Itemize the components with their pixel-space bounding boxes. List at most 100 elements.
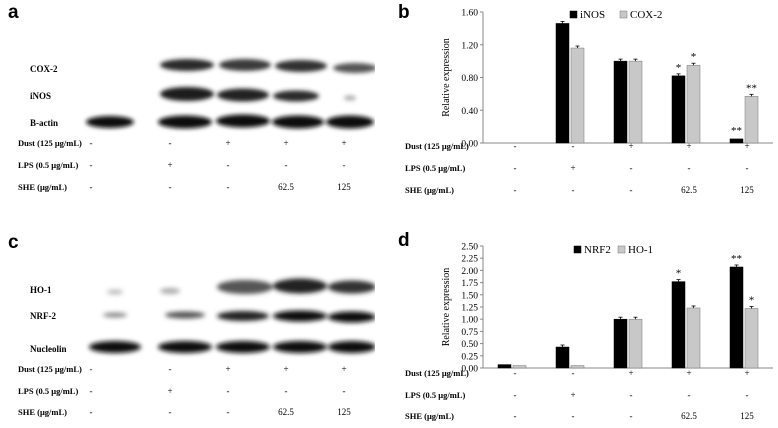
condition-value-dust-b: + xyxy=(686,141,692,151)
band-ho1-4 xyxy=(273,278,327,294)
condition-value-lps-d: + xyxy=(570,390,576,400)
band-ho1-5 xyxy=(328,280,375,294)
condition-label-lps-d: LPS (0.5 μg/mL) xyxy=(405,390,466,400)
condition-label-lps-c: LPS (0.5 μg/mL) xyxy=(18,386,79,396)
bar-chart-b: 0.00 0.40 0.80 1.20 1.60 Relative expression *… xyxy=(441,9,773,150)
condition-value-she-b: 125 xyxy=(740,185,754,195)
condition-value-lps-a: - xyxy=(342,160,346,170)
y-axis-label: Relative expression xyxy=(441,38,452,117)
condition-label-lps-a: LPS (0.5 μg/mL) xyxy=(18,160,79,170)
band-cox2-3 xyxy=(219,59,271,71)
condition-value-dust-b: + xyxy=(744,141,750,151)
condition-label-she-a: SHE (μg/mL) xyxy=(18,182,67,192)
condition-value-she-d: 62.5 xyxy=(681,411,697,421)
condition-value-she-b: - xyxy=(571,185,575,195)
band-nucleolin-3 xyxy=(216,341,270,353)
legend-swatch xyxy=(619,10,628,19)
bar-nrf2 xyxy=(671,281,686,369)
significance-mark: * xyxy=(749,294,755,306)
bar-nrf2 xyxy=(497,364,512,369)
y-tick-label: 1.75 xyxy=(461,279,478,289)
condition-value-lps-c: + xyxy=(167,386,173,396)
condition-value-dust-c: + xyxy=(341,364,347,374)
bar-inos xyxy=(613,60,628,144)
y-tick-label: 0.00 xyxy=(461,140,478,150)
blot-label-cox2: COX-2 xyxy=(30,64,58,74)
bar-nrf2 xyxy=(613,318,628,369)
condition-label-dust-c: Dust (125 μg/mL) xyxy=(18,364,82,374)
band-nrf2-1 xyxy=(103,312,127,318)
condition-value-dust-c: + xyxy=(225,364,231,374)
condition-value-she-a: - xyxy=(226,182,230,192)
condition-label-dust-d: Dust (125 μg/mL) xyxy=(405,368,469,378)
condition-value-dust-d: + xyxy=(686,368,692,378)
panel-letter-a: a xyxy=(8,2,19,23)
bar-cox2 xyxy=(570,47,585,144)
condition-value-she-a: - xyxy=(168,182,172,192)
bar-inos xyxy=(729,138,744,144)
condition-value-lps-c: - xyxy=(226,386,230,396)
band-bactin-2 xyxy=(158,115,212,129)
band-nrf2-5 xyxy=(328,311,375,323)
band-nucleolin-5 xyxy=(328,341,375,353)
condition-value-she-d: - xyxy=(629,411,633,421)
bar-ho1 xyxy=(512,365,527,369)
condition-value-she-b: - xyxy=(629,185,633,195)
condition-value-she-c: 125 xyxy=(337,407,351,417)
bar-inos xyxy=(671,75,686,144)
condition-value-lps-a: - xyxy=(284,160,288,170)
y-tick-label: 2.50 xyxy=(461,243,478,253)
condition-value-lps-b: + xyxy=(570,163,576,173)
band-inos-4 xyxy=(273,90,319,102)
condition-value-she-c: - xyxy=(89,407,93,417)
condition-value-she-a: - xyxy=(89,182,93,192)
band-inos-5 xyxy=(344,95,356,101)
condition-value-dust-b: - xyxy=(571,141,575,151)
condition-value-lps-b: - xyxy=(513,163,517,173)
condition-value-dust-c: - xyxy=(89,364,93,374)
bar-cox2 xyxy=(686,64,701,144)
condition-value-dust-c: - xyxy=(168,364,172,374)
condition-value-lps-c: - xyxy=(89,386,93,396)
bar-nrf2 xyxy=(729,266,744,369)
y-tick-label: 0.80 xyxy=(461,74,478,84)
condition-label-dust-a: Dust (125 μg/mL) xyxy=(18,138,82,148)
bar-cox2 xyxy=(628,60,643,144)
band-ho1-1 xyxy=(107,289,123,295)
y-tick-label: 1.50 xyxy=(461,291,478,301)
condition-value-dust-d: + xyxy=(744,368,750,378)
condition-value-she-d: 125 xyxy=(740,411,754,421)
blot-label-nucleolin: Nucleolin xyxy=(30,344,67,354)
band-bactin-5 xyxy=(326,115,374,129)
significance-mark: ** xyxy=(746,82,757,94)
y-tick-label: 1.20 xyxy=(461,41,478,51)
band-bactin-1 xyxy=(86,116,134,128)
legend-swatch xyxy=(569,10,578,19)
condition-value-dust-d: + xyxy=(628,368,634,378)
bar-cox2 xyxy=(744,96,759,144)
condition-value-she-c: - xyxy=(226,407,230,417)
condition-value-dust-a: - xyxy=(89,138,93,148)
y-tick-label: 0.75 xyxy=(461,328,478,338)
bar-inos xyxy=(555,23,570,144)
condition-value-dust-a: + xyxy=(283,138,289,148)
band-ho1-3 xyxy=(217,280,273,294)
bar-ho1 xyxy=(686,307,701,369)
y-axis-label: Relative expression xyxy=(441,268,452,347)
band-inos-3 xyxy=(217,88,269,102)
significance-mark: * xyxy=(676,268,682,280)
condition-value-lps-b: - xyxy=(629,163,633,173)
condition-value-she-a: 125 xyxy=(337,182,351,192)
y-tick-label: 0.50 xyxy=(461,340,478,350)
condition-value-lps-a: - xyxy=(89,160,93,170)
condition-value-she-c: 62.5 xyxy=(278,407,294,417)
condition-label-lps-b: LPS (0.5 μg/mL) xyxy=(405,163,466,173)
blot-label-bactin: B-actin xyxy=(30,118,58,128)
band-nucleolin-2 xyxy=(158,341,212,353)
band-nrf2-4 xyxy=(273,310,327,322)
condition-value-she-b: - xyxy=(513,185,517,195)
condition-label-she-c: SHE (μg/mL) xyxy=(18,407,67,417)
band-inos-2 xyxy=(160,87,214,101)
y-tick-label: 0.40 xyxy=(461,107,478,117)
legend-label: COX-2 xyxy=(630,9,662,21)
